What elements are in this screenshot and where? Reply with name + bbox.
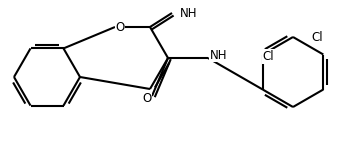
Text: Cl: Cl xyxy=(263,50,274,63)
Text: O: O xyxy=(142,91,152,105)
Text: NH: NH xyxy=(180,6,198,20)
Text: Cl: Cl xyxy=(311,30,323,43)
Text: NH: NH xyxy=(210,49,227,61)
Text: O: O xyxy=(115,20,125,34)
